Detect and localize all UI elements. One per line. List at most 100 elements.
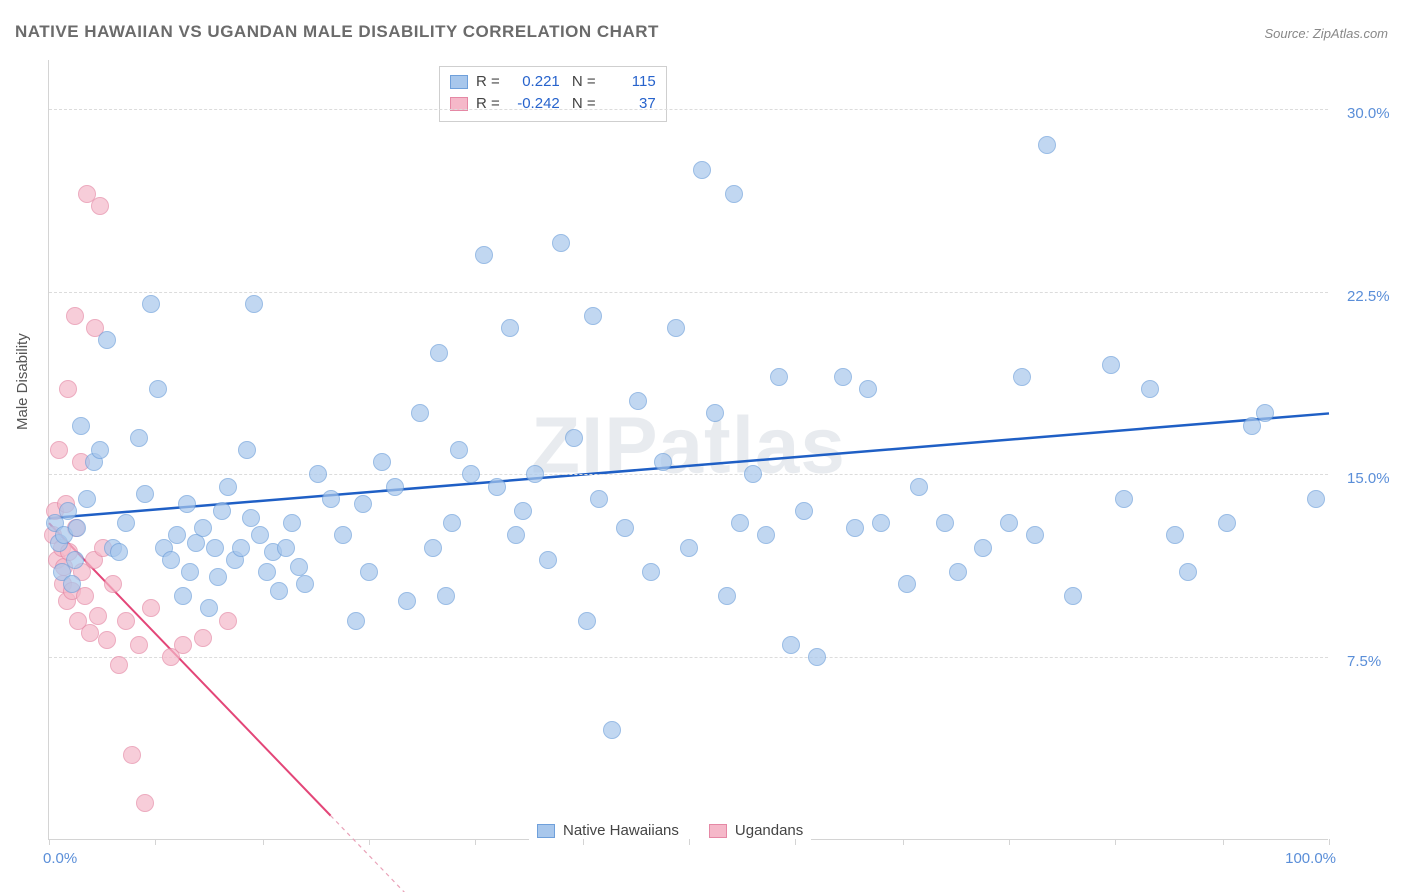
scatter-point: [117, 514, 135, 532]
scatter-point: [462, 465, 480, 483]
xtick: [263, 839, 264, 845]
stats-r-value-1: 0.221: [508, 71, 560, 93]
scatter-point: [1166, 526, 1184, 544]
scatter-point: [245, 295, 263, 313]
scatter-point: [872, 514, 890, 532]
scatter-point: [354, 495, 372, 513]
scatter-point: [898, 575, 916, 593]
scatter-point: [251, 526, 269, 544]
scatter-point: [142, 599, 160, 617]
scatter-point: [194, 519, 212, 537]
scatter-point: [744, 465, 762, 483]
scatter-point: [1064, 587, 1082, 605]
scatter-point: [110, 543, 128, 561]
scatter-point: [488, 478, 506, 496]
scatter-point: [258, 563, 276, 581]
scatter-point: [565, 429, 583, 447]
legend-item-2: Ugandans: [709, 822, 803, 839]
scatter-point: [213, 502, 231, 520]
scatter-point: [680, 539, 698, 557]
scatter-point: [149, 380, 167, 398]
stats-n-label: N =: [568, 71, 596, 93]
scatter-point: [110, 656, 128, 674]
source-credit: Source: ZipAtlas.com: [1264, 26, 1388, 41]
trend-line: [331, 816, 472, 892]
stats-r-label: R =: [476, 71, 500, 93]
scatter-point: [718, 587, 736, 605]
stats-legend-box: R = 0.221 N = 115 R = -0.242 N = 37: [439, 66, 667, 122]
stats-n-label: N =: [568, 93, 596, 115]
scatter-point: [1115, 490, 1133, 508]
scatter-point: [795, 502, 813, 520]
scatter-point: [590, 490, 608, 508]
scatter-point: [59, 502, 77, 520]
scatter-point: [398, 592, 416, 610]
scatter-point: [277, 539, 295, 557]
scatter-point: [654, 453, 672, 471]
legend-item-1: Native Hawaiians: [537, 822, 679, 839]
scatter-point: [603, 721, 621, 739]
scatter-point: [1026, 526, 1044, 544]
scatter-point: [1141, 380, 1159, 398]
xtick: [1009, 839, 1010, 845]
scatter-point: [974, 539, 992, 557]
scatter-point: [770, 368, 788, 386]
scatter-point: [296, 575, 314, 593]
gridline: [49, 657, 1328, 658]
scatter-point: [117, 612, 135, 630]
legend-swatch-2: [709, 824, 727, 838]
scatter-point: [209, 568, 227, 586]
scatter-point: [162, 551, 180, 569]
scatter-point: [910, 478, 928, 496]
scatter-point: [539, 551, 557, 569]
scatter-point: [514, 502, 532, 520]
scatter-point: [238, 441, 256, 459]
scatter-point: [629, 392, 647, 410]
xtick: [1329, 839, 1330, 845]
scatter-point: [424, 539, 442, 557]
scatter-point: [1256, 404, 1274, 422]
legend-label-1: Native Hawaiians: [563, 822, 679, 839]
scatter-point: [63, 575, 81, 593]
scatter-point: [1218, 514, 1236, 532]
scatter-point: [130, 429, 148, 447]
scatter-point: [68, 519, 86, 537]
scatter-point: [136, 485, 154, 503]
gridline: [49, 292, 1328, 293]
scatter-point: [936, 514, 954, 532]
scatter-point: [373, 453, 391, 471]
scatter-point: [1000, 514, 1018, 532]
scatter-point: [578, 612, 596, 630]
scatter-point: [411, 404, 429, 422]
ytick-label: 22.5%: [1347, 288, 1390, 305]
xtick: [1223, 839, 1224, 845]
scatter-point: [808, 648, 826, 666]
scatter-point: [89, 607, 107, 625]
scatter-point: [667, 319, 685, 337]
scatter-point: [859, 380, 877, 398]
legend-label-2: Ugandans: [735, 822, 803, 839]
scatter-point: [98, 331, 116, 349]
scatter-point: [50, 441, 68, 459]
scatter-point: [782, 636, 800, 654]
scatter-point: [552, 234, 570, 252]
stats-r-label: R =: [476, 93, 500, 115]
trend-line: [49, 413, 1329, 518]
xtick: [49, 839, 50, 845]
scatter-point: [194, 629, 212, 647]
scatter-point: [181, 563, 199, 581]
scatter-point: [219, 478, 237, 496]
scatter-point: [526, 465, 544, 483]
scatter-point: [242, 509, 260, 527]
stats-r-value-2: -0.242: [508, 93, 560, 115]
scatter-point: [450, 441, 468, 459]
ytick-label: 7.5%: [1347, 653, 1381, 670]
xtick: [369, 839, 370, 845]
scatter-point: [168, 526, 186, 544]
scatter-point: [1102, 356, 1120, 374]
scatter-point: [1307, 490, 1325, 508]
scatter-point: [123, 746, 141, 764]
xtick-label: 0.0%: [43, 850, 77, 867]
scatter-point: [59, 380, 77, 398]
scatter-point: [1179, 563, 1197, 581]
